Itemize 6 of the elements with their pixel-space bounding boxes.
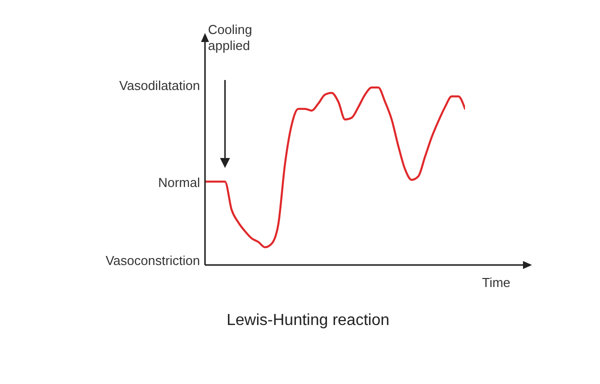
- text: Normal: [158, 175, 200, 191]
- text: Vasodilatation: [119, 78, 200, 94]
- text: Lewis-Hunting reaction: [226, 312, 390, 330]
- x-axis-title: Time: [482, 275, 510, 290]
- text: Vasoconstriction: [106, 253, 200, 269]
- text: Cooling applied: [208, 22, 254, 54]
